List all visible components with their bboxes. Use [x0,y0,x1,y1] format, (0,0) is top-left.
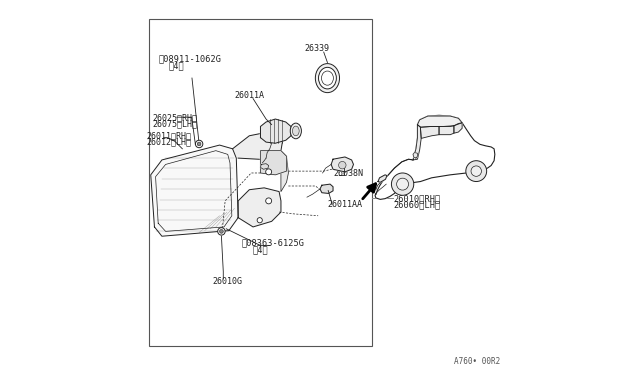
Circle shape [266,169,271,175]
Text: 26011A: 26011A [234,91,264,100]
Ellipse shape [316,64,340,93]
Text: 26010G: 26010G [213,277,243,286]
Polygon shape [420,126,439,138]
Polygon shape [260,119,291,143]
Text: 26025（RH）: 26025（RH） [152,113,198,122]
Circle shape [397,178,408,190]
Text: 26011（RH）: 26011（RH） [147,131,191,140]
Circle shape [266,198,271,204]
Circle shape [197,142,201,146]
Circle shape [195,140,203,148]
Polygon shape [417,116,462,127]
Circle shape [466,161,486,182]
Ellipse shape [321,71,333,85]
Text: 26012（LH）: 26012（LH） [147,138,191,147]
Circle shape [471,166,481,176]
Polygon shape [260,151,287,175]
Text: A760• 00R2: A760• 00R2 [454,357,500,366]
Text: 26038N: 26038N [333,169,363,178]
Polygon shape [260,164,269,169]
Circle shape [218,228,225,235]
Circle shape [220,230,223,233]
Text: （4）: （4） [168,61,184,70]
Text: 26060（LH）: 26060（LH） [394,200,441,209]
Ellipse shape [319,67,337,89]
Polygon shape [281,151,289,192]
Polygon shape [238,188,281,227]
Text: （4）: （4） [252,246,268,254]
Polygon shape [413,125,421,160]
Text: 26011AA: 26011AA [328,200,362,209]
Polygon shape [439,126,454,135]
Polygon shape [413,153,417,158]
Polygon shape [375,115,495,199]
Circle shape [339,161,346,169]
Text: 26339: 26339 [305,44,330,53]
Ellipse shape [292,126,299,136]
Ellipse shape [291,123,301,139]
Polygon shape [378,175,387,182]
Bar [149,19,372,346]
Circle shape [257,218,262,223]
Text: Ⓝ08363-6125G: Ⓝ08363-6125G [242,238,305,247]
Polygon shape [232,132,283,160]
Polygon shape [454,123,462,133]
Polygon shape [320,184,333,193]
Text: Ⓝ08911-1062G: Ⓝ08911-1062G [158,54,221,63]
Polygon shape [151,145,238,236]
Text: 26075（LH）: 26075（LH） [152,120,198,129]
Circle shape [392,173,413,195]
Polygon shape [331,157,353,172]
Text: 26010（RH）: 26010（RH） [394,194,441,203]
